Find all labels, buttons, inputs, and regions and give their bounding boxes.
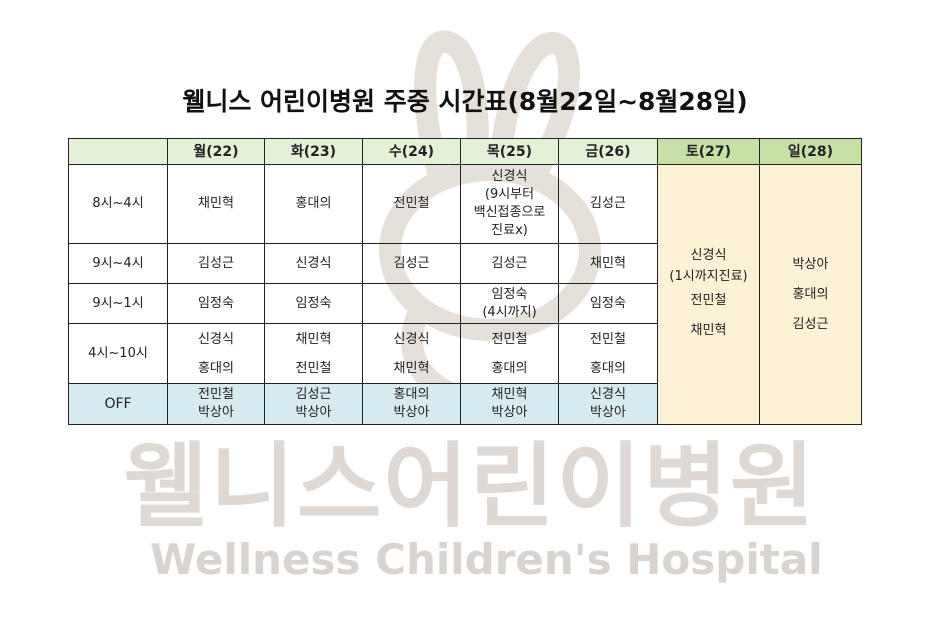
watermark-korean: 웰니스어린이병원	[123, 433, 817, 540]
cell-line: 김성근	[491, 255, 528, 271]
schedule-cell: 전민철	[362, 164, 461, 244]
time-slot: 9시~4시	[68, 243, 168, 284]
cell-line: 김성근	[393, 255, 430, 271]
page-title: 웰니스 어린이병원 주중 시간표(8월22일~8월28일)	[182, 87, 748, 116]
cell-line: 신경식	[198, 331, 234, 347]
cell-line: 신경식	[690, 247, 727, 263]
cell-line: 임정숙	[198, 295, 234, 311]
column-header: 화(23)	[264, 138, 363, 165]
schedule-cell: 홍대의	[264, 164, 363, 244]
cell-line: 전민철	[393, 196, 430, 211]
schedule-cell: 김성근	[167, 243, 265, 284]
cell-line: (9시부터	[484, 187, 535, 202]
schedule-cell: 임정숙	[264, 283, 363, 324]
cell-line: 전민철	[690, 292, 727, 308]
cell-line: 박상아	[491, 405, 528, 420]
cell-line: 전민철	[295, 360, 332, 376]
cell-line: 홍대의	[590, 360, 626, 376]
cell-line: 홍대의	[393, 387, 430, 402]
cell-line: 박상아	[792, 256, 829, 272]
schedule-cell: 김성근	[460, 243, 559, 284]
cell-line: 진료x)	[491, 223, 528, 238]
time-slot: 9시~1시	[68, 283, 168, 324]
column-header: 금(26)	[558, 138, 658, 165]
cell-line: 채민혁	[491, 387, 528, 402]
schedule-cell: 채민혁	[558, 243, 658, 284]
cell-line: (1시까지진료)	[669, 268, 748, 284]
schedule-cell: 김성근	[558, 164, 658, 244]
table-row: 9시~1시 임정숙 임정숙 임정숙 (4시까지) 임정숙	[68, 283, 862, 324]
cell-line: 김성근	[590, 196, 626, 211]
column-header: 토(27)	[657, 138, 760, 165]
cell-line: 채민혁	[198, 196, 234, 211]
cell-line: 신경식	[590, 387, 626, 402]
cell-line: 홍대의	[295, 196, 332, 211]
cell-line: 임정숙	[295, 295, 332, 311]
cell-line: 백신접종으로	[473, 205, 546, 220]
cell-line: 홍대의	[491, 360, 528, 376]
cell-line: 김성근	[198, 255, 234, 271]
time-slot: 4시~10시	[68, 323, 168, 384]
cell-line: 박상아	[198, 405, 234, 420]
cell-line: 김성근	[295, 387, 332, 402]
schedule-cell	[362, 283, 461, 324]
schedule-cell: 임정숙 (4시까지)	[460, 283, 559, 324]
cell-line: 박상아	[393, 405, 430, 420]
column-header: 월(22)	[167, 138, 265, 165]
cell-line: (4시까지)	[482, 304, 537, 320]
column-header: 목(25)	[460, 138, 559, 165]
cell-line: 채민혁	[690, 322, 727, 338]
cell-line: 채민혁	[393, 360, 430, 376]
cell-line: 전민철	[491, 331, 528, 347]
cell-line: 채민혁	[295, 331, 332, 347]
table-row: OFF 전민철 박상아 김성근 박상아 홍대의 박상아 채민혁 박상아 신경식 박상아	[68, 383, 862, 425]
cell-line: 김성근	[792, 316, 829, 332]
cell-line: 신경식	[393, 331, 430, 347]
cell-line: 홍대의	[792, 286, 829, 302]
cell-line: 임정숙	[491, 286, 528, 302]
schedule-cell: 임정숙	[558, 283, 658, 324]
column-header	[68, 138, 168, 165]
table-row: 8시~4시 채민혁 홍대의 전민철 신경식 (9시부터 백신접종으로 진료x) 김성근 신경식 (1…	[68, 164, 862, 425]
column-header: 수(24)	[362, 138, 461, 165]
cell-line: 전민철	[590, 331, 626, 347]
watermark-english: Wellness Children's Hospital	[150, 535, 823, 584]
schedule-cell: 채민혁	[167, 164, 265, 244]
schedule-table: 월(22) 화(23) 수(24) 목(25) 금(26) 토(27) 일(28) 8시~4…	[68, 138, 862, 425]
table-row: 4시~10시 신경식 홍대의 채민혁 전민철 신경식 채민혁 전민철 홍대의 전민철 홍대의	[68, 323, 862, 384]
column-header: 일(28)	[759, 138, 862, 165]
cell-line: 박상아	[590, 405, 626, 420]
schedule-cell: 임정숙	[167, 283, 265, 324]
time-slot: OFF	[68, 383, 168, 425]
cell-line: 박상아	[295, 405, 332, 420]
cell-line: 홍대의	[198, 360, 234, 376]
cell-line: 신경식	[491, 169, 528, 184]
cell-line: 임정숙	[590, 295, 626, 311]
schedule-cell: 신경식	[264, 243, 363, 284]
cell-line: 전민철	[198, 387, 234, 402]
cell-line: 채민혁	[590, 255, 626, 271]
schedule-cell: 김성근	[362, 243, 461, 284]
time-slot: 8시~4시	[68, 164, 168, 244]
cell-line: 신경식	[295, 255, 332, 271]
